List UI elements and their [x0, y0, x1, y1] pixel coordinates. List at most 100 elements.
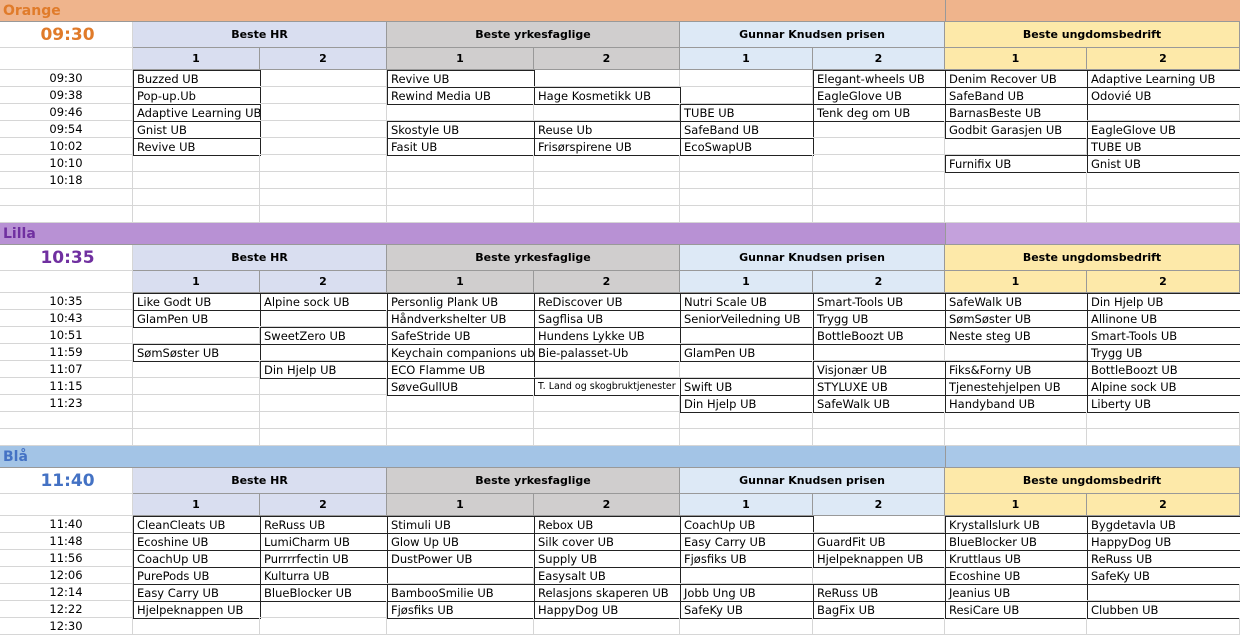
group-header: Beste yrkesfaglige	[387, 245, 680, 271]
cell: Bie-palasset-Ub	[534, 344, 681, 362]
cell: Glow Up UB	[387, 533, 535, 551]
empty-cell	[680, 327, 813, 344]
row-time: 09:38	[0, 87, 133, 104]
empty-cell	[680, 361, 813, 378]
empty-cell	[133, 155, 260, 172]
empty-cell	[387, 189, 534, 206]
empty-cell	[813, 344, 945, 361]
empty-cell	[534, 361, 680, 378]
cell: Liberty UB	[1087, 395, 1240, 413]
empty-cell	[813, 567, 945, 584]
cell: Jobb Ung UB	[680, 584, 814, 602]
cell: Adaptive Learning UB	[133, 104, 261, 122]
column-header: 2	[813, 271, 945, 293]
empty-cell	[133, 412, 260, 429]
row-time: 09:46	[0, 104, 133, 121]
empty-cell	[680, 567, 813, 584]
cell: Din Hjelp UB	[680, 395, 814, 413]
group-header: Beste yrkesfaglige	[387, 22, 680, 48]
row-time: 09:30	[0, 70, 133, 87]
cell: Fjøsfiks UB	[387, 601, 535, 619]
column-header: 2	[1087, 271, 1240, 293]
row-time: 10:51	[0, 327, 133, 344]
column-header: 1	[387, 48, 534, 70]
cell: Reuse Ub	[534, 121, 681, 139]
cell: LumiCharm UB	[260, 533, 388, 551]
cell: Din Hjelp UB	[260, 361, 388, 379]
empty-cell	[945, 618, 1087, 635]
cell: HappyDog UB	[534, 601, 681, 619]
empty-cell	[945, 344, 1087, 361]
empty-cell	[0, 412, 133, 429]
empty-cell	[680, 429, 813, 446]
cell: Keychain companions ub	[387, 344, 535, 362]
cell: Hjelpeknappen UB	[813, 550, 946, 568]
column-header: 1	[133, 494, 260, 516]
blank-cell	[0, 271, 133, 293]
cell: Ecoshine UB	[133, 533, 261, 551]
empty-cell	[1087, 429, 1240, 446]
cell: BottleBoozt UB	[813, 327, 946, 345]
cell: Hage Kosmetikk UB	[534, 87, 681, 105]
row-time: 12:22	[0, 601, 133, 618]
cell: T. Land og skogbruktjenester	[534, 378, 681, 396]
cell: Personlig Plank UB	[387, 293, 535, 311]
cell: ResiCare UB	[945, 601, 1088, 619]
empty-cell	[260, 155, 387, 172]
cell: SafeWalk UB	[945, 293, 1088, 311]
empty-cell	[534, 429, 680, 446]
cell: Clubben UB	[1087, 601, 1240, 619]
column-header: 2	[813, 48, 945, 70]
column-header: 1	[133, 271, 260, 293]
cell: Smart-Tools UB	[813, 293, 946, 311]
cell: ReRuss UB	[1087, 550, 1240, 568]
cell: SøveGullUB	[387, 378, 535, 396]
empty-cell	[680, 155, 813, 172]
cell: Ecoshine UB	[945, 567, 1088, 585]
cell: EcoSwapUB	[680, 138, 814, 156]
cell: BagFix UB	[813, 601, 946, 619]
empty-cell	[133, 206, 260, 223]
row-time: 12:06	[0, 567, 133, 584]
column-header: 1	[945, 494, 1087, 516]
column-header: 1	[945, 48, 1087, 70]
column-header: 2	[260, 494, 387, 516]
cell: PurePods UB	[133, 567, 261, 585]
empty-cell	[813, 155, 945, 172]
column-header: 1	[387, 271, 534, 293]
section-time: 11:40	[0, 468, 133, 494]
cell: Swift UB	[680, 378, 814, 396]
cell: Neste steg UB	[945, 327, 1088, 345]
cell: Easysalt UB	[534, 567, 681, 585]
empty-cell	[133, 618, 260, 635]
empty-cell	[260, 344, 387, 361]
cell: Smart-Tools UB	[1087, 327, 1240, 345]
empty-cell	[1087, 412, 1240, 429]
group-header: Beste yrkesfaglige	[387, 468, 680, 494]
column-header: 1	[945, 271, 1087, 293]
cell: Denim Recover UB	[945, 70, 1088, 88]
empty-cell	[260, 138, 387, 155]
cell: ReDiscover UB	[534, 293, 681, 311]
empty-cell	[1087, 104, 1240, 121]
cell: Pop-up.Ub	[133, 87, 261, 105]
cell: EagleGlove UB	[813, 87, 946, 105]
cell: Hjelpeknappen UB	[133, 601, 261, 619]
empty-cell	[945, 206, 1087, 223]
cell: Kruttlaus UB	[945, 550, 1088, 568]
empty-cell	[813, 412, 945, 429]
cell: SafeStride UB	[387, 327, 535, 345]
empty-cell	[260, 206, 387, 223]
cell: GlamPen UB	[680, 344, 814, 362]
column-header: 2	[1087, 48, 1240, 70]
cell: Relasjons skaperen UB	[534, 584, 681, 602]
group-header: Beste HR	[133, 468, 387, 494]
empty-cell	[813, 138, 945, 155]
row-time: 10:18	[0, 172, 133, 189]
cell: Tenk deg om UB	[813, 104, 946, 122]
empty-cell	[260, 395, 387, 412]
section-bar: Lilla	[0, 223, 945, 245]
cell: Krystallslurk UB	[945, 516, 1088, 534]
group-header: Gunnar Knudsen prisen	[680, 468, 945, 494]
